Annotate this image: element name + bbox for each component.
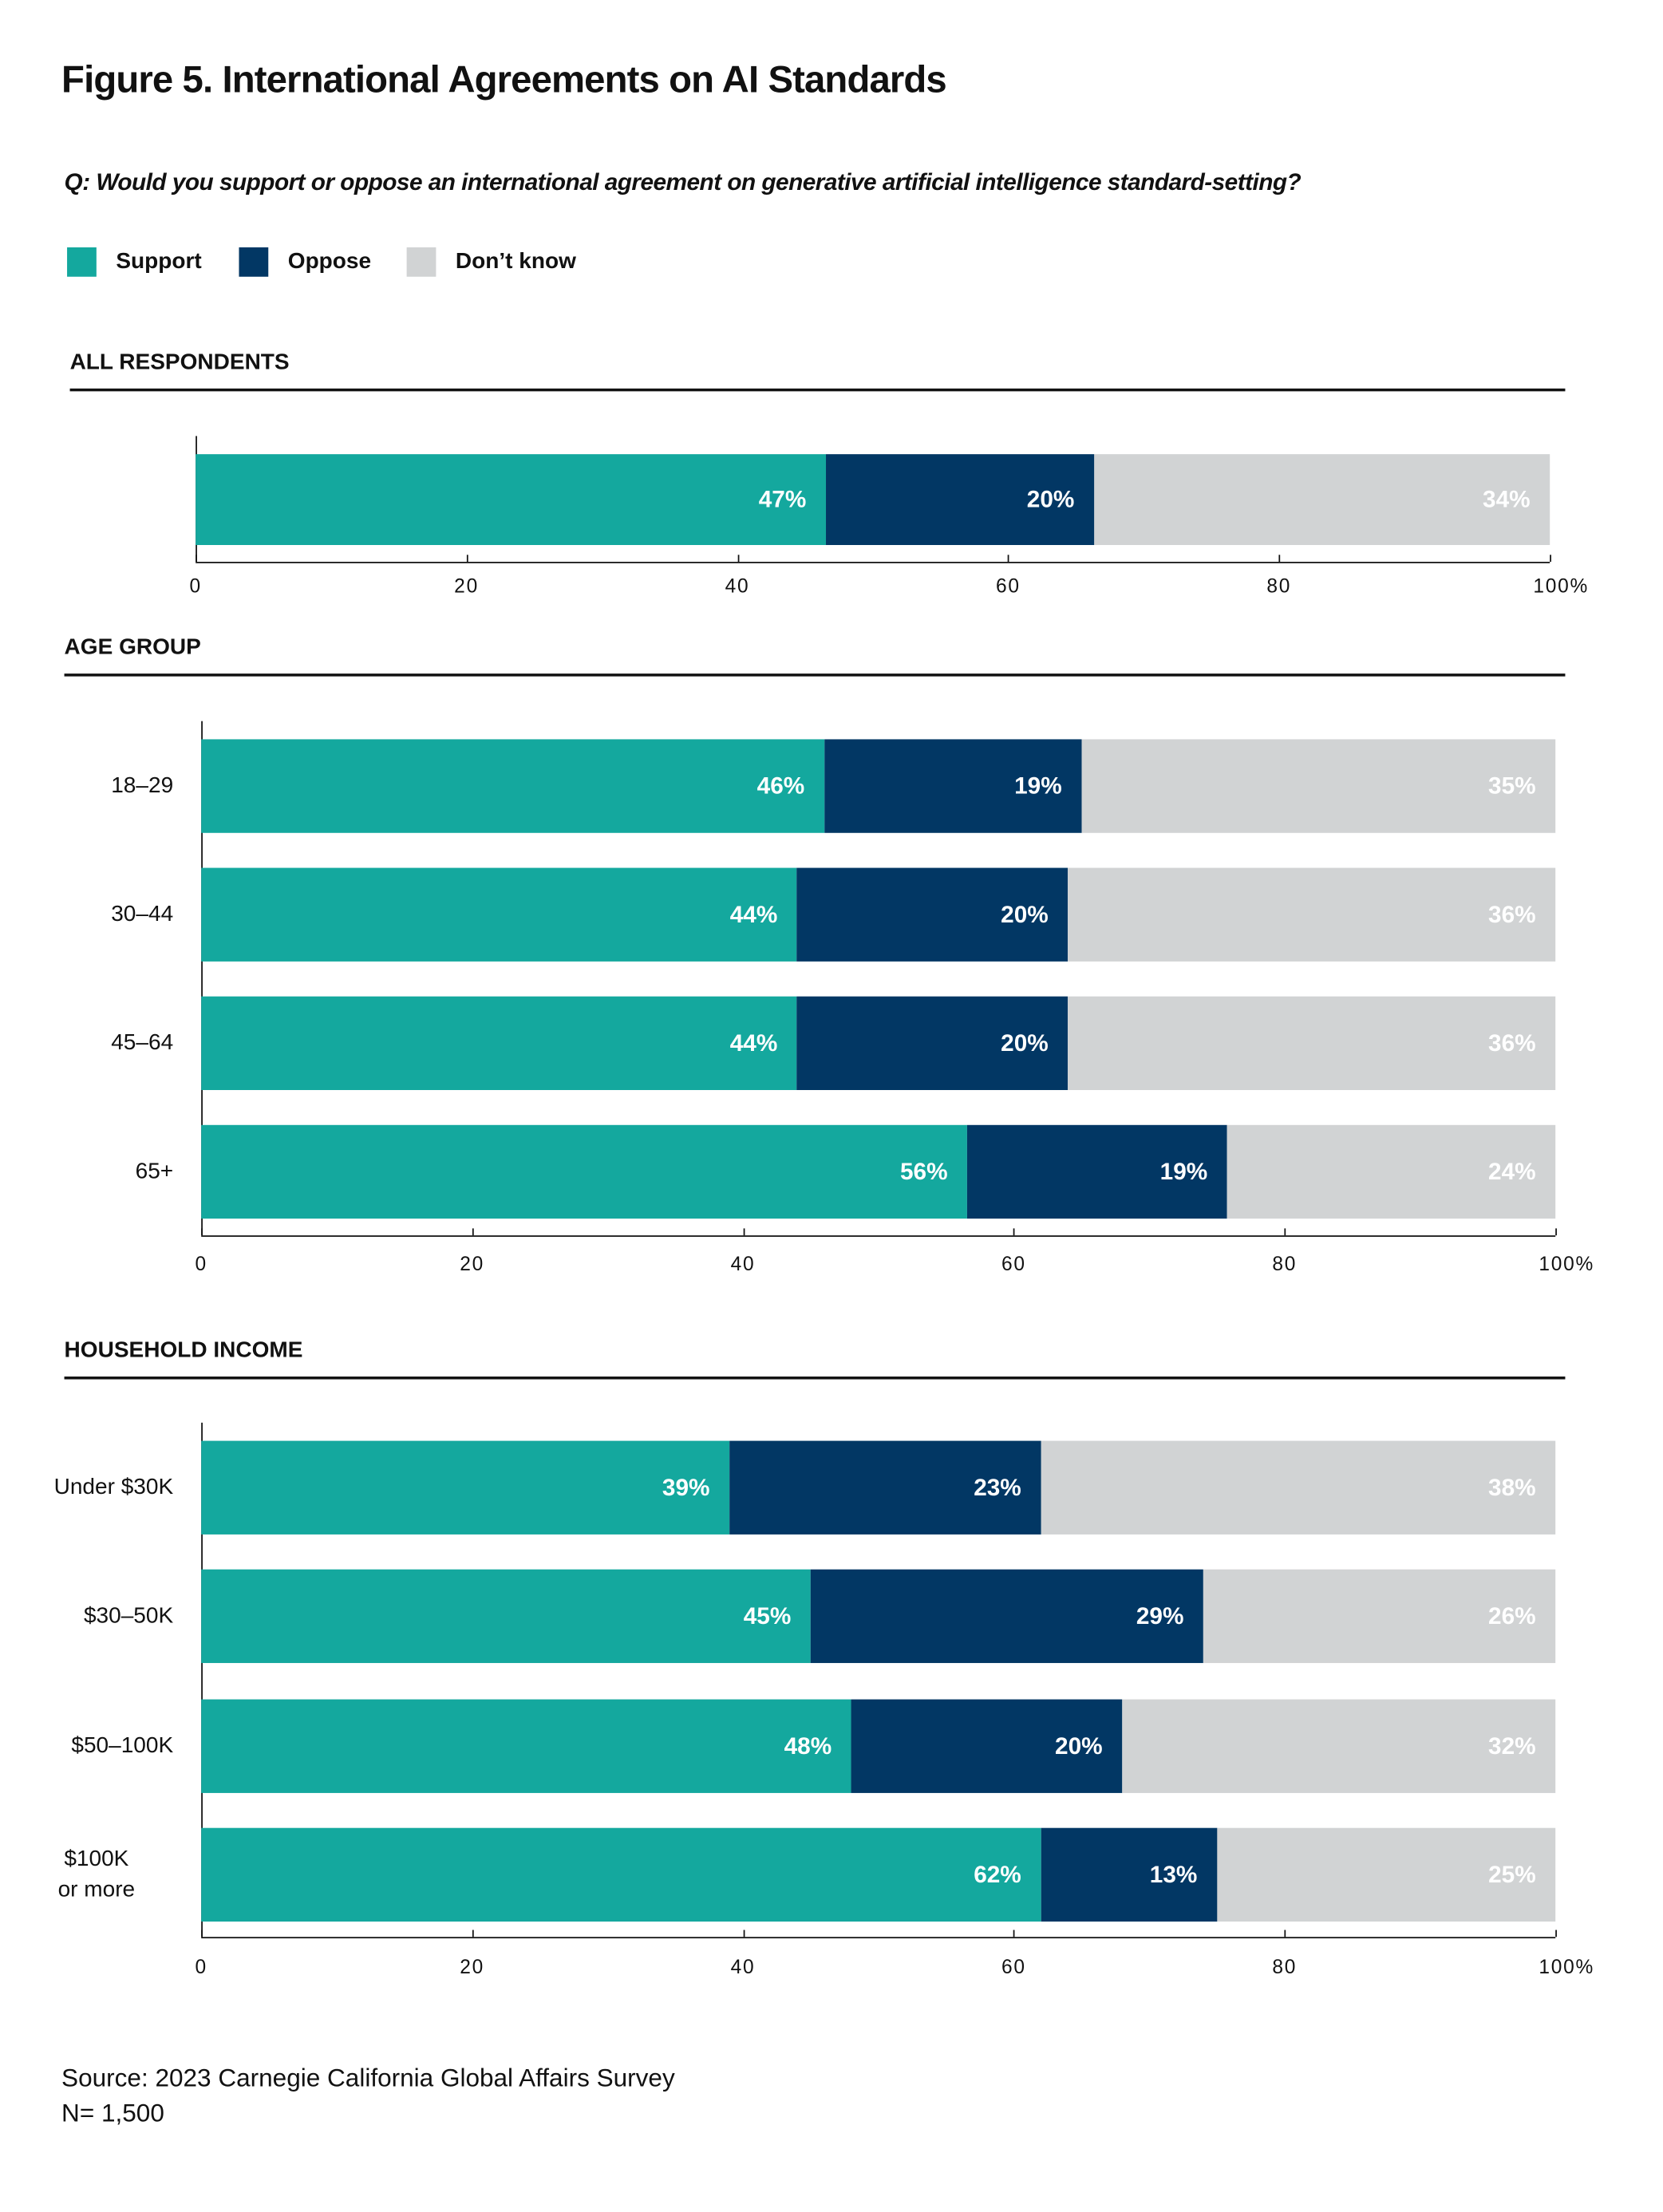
section-rule bbox=[64, 1377, 1566, 1380]
x-tick-label: 40 bbox=[730, 1955, 756, 1978]
x-tick bbox=[1013, 1228, 1016, 1236]
x-tick bbox=[742, 1930, 745, 1937]
category-label: $50–100K bbox=[71, 1733, 174, 1758]
bar-segment-dont-know: 25% bbox=[1216, 1827, 1556, 1922]
survey-question: Q: Would you support or oppose an intern… bbox=[64, 168, 1302, 196]
bar-segment-dont-know: 36% bbox=[1068, 996, 1556, 1091]
x-tick bbox=[742, 1228, 745, 1236]
x-tick-label: 100% bbox=[1539, 1955, 1595, 1978]
legend-label: Support bbox=[116, 249, 202, 274]
bar-segment-support: 45% bbox=[201, 1569, 811, 1664]
x-tick bbox=[1278, 555, 1281, 563]
bar-segment-support: 44% bbox=[201, 996, 797, 1091]
bar-segment-oppose: 20% bbox=[851, 1699, 1123, 1793]
x-tick-label: 80 bbox=[1272, 1252, 1298, 1275]
x-tick bbox=[466, 555, 468, 563]
bar-segment-support: 47% bbox=[196, 454, 826, 546]
x-tick bbox=[737, 555, 739, 563]
x-tick bbox=[196, 555, 197, 563]
x-tick bbox=[1284, 1930, 1286, 1937]
bar-segment-dont-know: 26% bbox=[1203, 1569, 1556, 1664]
bar-segment-oppose: 19% bbox=[967, 1124, 1227, 1219]
x-tick-label: 20 bbox=[454, 574, 479, 597]
x-tick bbox=[472, 1228, 474, 1236]
bar-segment-oppose: 20% bbox=[796, 996, 1069, 1091]
x-tick-label: 80 bbox=[1266, 574, 1292, 597]
x-axis-line bbox=[201, 1937, 1556, 1939]
x-tick-label: 0 bbox=[189, 574, 202, 597]
x-tick-label: 40 bbox=[730, 1252, 756, 1275]
x-tick bbox=[1550, 555, 1551, 563]
x-tick-label: 0 bbox=[195, 1252, 207, 1275]
bar-segment-support: 62% bbox=[201, 1827, 1041, 1922]
bar-segment-oppose: 19% bbox=[824, 739, 1082, 833]
x-tick bbox=[201, 1228, 203, 1236]
x-tick-label: 0 bbox=[195, 1955, 207, 1978]
y-axis-line bbox=[201, 721, 203, 1236]
section-rule bbox=[69, 388, 1566, 392]
x-tick-label: 20 bbox=[460, 1252, 484, 1275]
bar-segment-dont-know: 35% bbox=[1081, 739, 1556, 833]
x-tick-label: 100% bbox=[1539, 1252, 1595, 1275]
support-swatch bbox=[67, 247, 97, 277]
category-label: 18–29 bbox=[111, 773, 174, 798]
x-axis-line bbox=[201, 1235, 1556, 1237]
x-tick-label: 60 bbox=[995, 574, 1021, 597]
bar-segment-dont-know: 32% bbox=[1122, 1699, 1556, 1793]
category-label: 65+ bbox=[135, 1159, 174, 1183]
bar-segment-dont-know: 38% bbox=[1041, 1440, 1556, 1535]
section-heading: AGE GROUP bbox=[64, 635, 201, 660]
category-label: $30–50K bbox=[83, 1603, 174, 1628]
x-tick-label: 40 bbox=[725, 574, 750, 597]
x-tick-label: 20 bbox=[460, 1955, 484, 1978]
bar-segment-oppose: 20% bbox=[796, 867, 1069, 962]
legend-item-support: Support bbox=[67, 247, 202, 277]
oppose-swatch bbox=[239, 247, 269, 277]
bar-segment-oppose: 20% bbox=[825, 454, 1094, 546]
source-note: Source: 2023 Carnegie California Global … bbox=[61, 2064, 675, 2092]
section-heading: HOUSEHOLD INCOME bbox=[64, 1338, 303, 1363]
bar-segment-support: 39% bbox=[201, 1440, 730, 1535]
category-label: Under $30K bbox=[53, 1475, 174, 1499]
bar-segment-oppose: 29% bbox=[810, 1569, 1203, 1664]
legend-label: Oppose bbox=[287, 249, 372, 274]
x-tick bbox=[1013, 1930, 1016, 1937]
category-label: 30–44 bbox=[111, 902, 174, 926]
bar-segment-support: 44% bbox=[201, 867, 797, 962]
category-label: $100K or more bbox=[57, 1847, 136, 1902]
legend-item-oppose: Oppose bbox=[239, 247, 371, 277]
legend-item-dont-know: Don’t know bbox=[406, 247, 576, 277]
x-tick-label: 60 bbox=[1001, 1955, 1026, 1978]
bar-segment-support: 56% bbox=[201, 1124, 968, 1219]
bar-segment-support: 46% bbox=[201, 739, 824, 833]
x-tick bbox=[1555, 1228, 1557, 1236]
dont-know-swatch bbox=[406, 247, 436, 277]
x-axis-line bbox=[196, 562, 1550, 563]
x-tick-label: 100% bbox=[1533, 574, 1590, 597]
x-tick bbox=[1555, 1930, 1557, 1937]
sample-size: N= 1,500 bbox=[61, 2099, 164, 2127]
section-heading: ALL RESPONDENTS bbox=[69, 350, 290, 375]
x-tick-label: 80 bbox=[1272, 1955, 1298, 1978]
x-tick bbox=[1008, 555, 1010, 563]
bar-segment-dont-know: 34% bbox=[1093, 454, 1550, 546]
bar-segment-support: 48% bbox=[201, 1699, 851, 1793]
bar-segment-dont-know: 36% bbox=[1068, 867, 1556, 962]
category-label: 45–64 bbox=[111, 1030, 174, 1055]
bar-segment-dont-know: 24% bbox=[1227, 1124, 1556, 1219]
legend-label: Don’t know bbox=[455, 249, 576, 274]
bar-segment-oppose: 23% bbox=[729, 1440, 1041, 1535]
x-tick bbox=[1284, 1228, 1286, 1236]
bar-segment-oppose: 13% bbox=[1041, 1827, 1217, 1922]
x-tick bbox=[201, 1930, 203, 1937]
y-axis-line bbox=[201, 1422, 203, 1937]
figure-title: Figure 5. International Agreements on AI… bbox=[61, 58, 947, 101]
x-tick bbox=[472, 1930, 474, 1937]
section-rule bbox=[64, 673, 1566, 677]
x-tick-label: 60 bbox=[1001, 1252, 1026, 1275]
